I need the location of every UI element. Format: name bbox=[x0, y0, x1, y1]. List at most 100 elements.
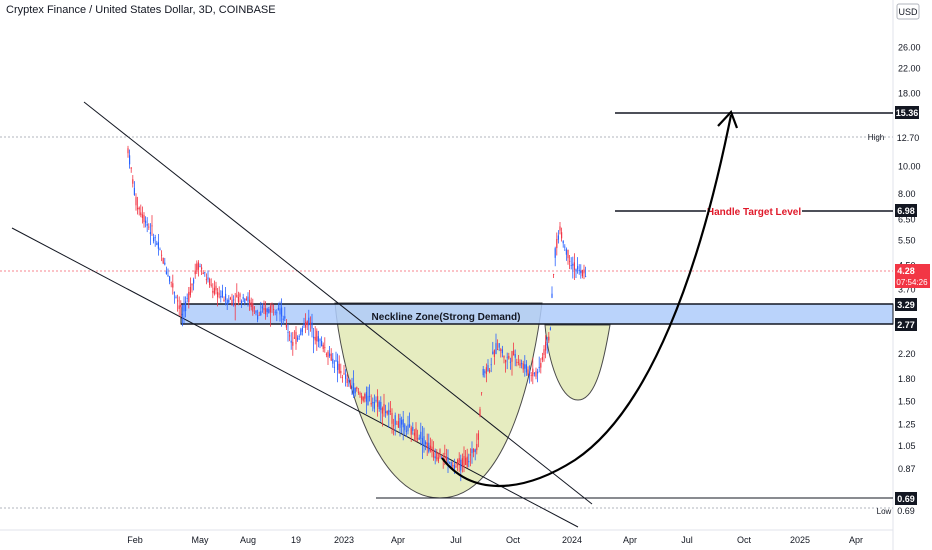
high-label: High bbox=[868, 133, 884, 142]
candle-body bbox=[567, 249, 569, 259]
candle-body bbox=[500, 349, 502, 351]
candle-body bbox=[250, 302, 252, 307]
candle-body bbox=[415, 428, 417, 440]
candle-body bbox=[437, 457, 439, 462]
candle-body bbox=[265, 308, 267, 315]
candle-body bbox=[204, 272, 206, 274]
candle-body bbox=[311, 322, 313, 329]
candle-body bbox=[162, 257, 164, 264]
candle-body bbox=[317, 336, 319, 342]
candle-body bbox=[551, 293, 553, 298]
neck-top-value: 3.29 bbox=[897, 300, 915, 310]
handle-target-label: Handle Target Level bbox=[707, 207, 802, 218]
candle-body bbox=[309, 322, 311, 324]
lower-trendline bbox=[11, 227, 579, 528]
y-tick-label: 6.50 bbox=[898, 215, 916, 225]
neckline-zone-label: Neckline Zone(Strong Demand) bbox=[372, 312, 521, 323]
candle-body bbox=[412, 427, 414, 431]
candle-body bbox=[476, 443, 478, 451]
candle-body bbox=[399, 418, 401, 428]
x-tick-label: Jul bbox=[681, 535, 693, 545]
candle-body bbox=[170, 281, 172, 283]
candle-body bbox=[172, 283, 174, 288]
candle-body bbox=[281, 307, 283, 317]
candle-body bbox=[516, 361, 518, 363]
candle-body bbox=[274, 311, 276, 313]
currency-badge[interactable]: USD bbox=[896, 3, 920, 20]
candle-body bbox=[425, 441, 427, 445]
candle-body bbox=[151, 225, 153, 227]
candle-body bbox=[466, 456, 468, 467]
candle-body bbox=[575, 269, 577, 272]
candle-body bbox=[447, 457, 449, 463]
candle-body bbox=[490, 364, 492, 366]
handle-shape bbox=[544, 324, 611, 401]
candle-body bbox=[143, 214, 145, 223]
candle-body bbox=[457, 459, 459, 466]
candle-body bbox=[351, 386, 353, 388]
target-price-value: 15.36 bbox=[896, 108, 919, 118]
candle-body bbox=[473, 448, 475, 453]
candle-body bbox=[180, 304, 182, 308]
candle-body bbox=[135, 197, 137, 206]
candle-body bbox=[329, 353, 331, 356]
candle-body bbox=[209, 278, 211, 285]
candle-body bbox=[565, 249, 567, 255]
candle-body bbox=[530, 374, 532, 376]
price-label-neck-bottom: 2.77 bbox=[895, 318, 917, 331]
candle-body bbox=[332, 358, 334, 364]
x-tick-label: 2024 bbox=[562, 535, 582, 545]
candle-body bbox=[479, 409, 481, 416]
low-value: 0.69 bbox=[897, 506, 915, 516]
candle-body bbox=[436, 452, 438, 460]
candle-body bbox=[165, 271, 167, 275]
candle-body bbox=[569, 260, 571, 262]
candle-body bbox=[535, 371, 537, 377]
support-value: 0.69 bbox=[897, 494, 915, 504]
candle-body bbox=[361, 395, 363, 400]
candle-body bbox=[474, 449, 476, 453]
candle-body bbox=[410, 427, 412, 435]
candle-body bbox=[577, 266, 579, 270]
candle-body bbox=[269, 306, 271, 313]
candle-body bbox=[461, 458, 463, 466]
candle-body bbox=[372, 401, 374, 404]
candle-body bbox=[333, 366, 335, 368]
candle-body bbox=[506, 356, 508, 358]
candle-body bbox=[541, 357, 543, 360]
candle-body bbox=[570, 265, 572, 266]
candle-body bbox=[553, 274, 555, 275]
candle-body bbox=[378, 401, 380, 409]
candle-body bbox=[245, 298, 247, 301]
candle-body bbox=[305, 322, 307, 328]
x-tick-label: 2023 bbox=[334, 535, 354, 545]
candle-series bbox=[127, 145, 587, 482]
candle-body bbox=[511, 351, 513, 362]
candle-body bbox=[394, 415, 396, 425]
candle-body bbox=[324, 347, 326, 349]
candle-body bbox=[458, 458, 460, 463]
price-label-target: 15.36 bbox=[895, 106, 919, 119]
candle-body bbox=[297, 337, 299, 340]
candle-body bbox=[341, 377, 343, 379]
candle-body bbox=[402, 419, 404, 428]
candle-body bbox=[527, 369, 529, 375]
candle-body bbox=[137, 207, 139, 210]
candle-body bbox=[449, 462, 451, 464]
y-axis: 26.0022.0018.0010.008.006.505.504.503.70… bbox=[898, 43, 921, 475]
candle-body bbox=[153, 237, 155, 242]
candle-body bbox=[226, 299, 228, 305]
candle-body bbox=[404, 424, 406, 431]
candle-body bbox=[164, 262, 166, 265]
candle-body bbox=[505, 359, 507, 363]
candle-body bbox=[388, 409, 390, 415]
arrow-head bbox=[717, 109, 739, 129]
candle-body bbox=[365, 392, 367, 402]
candle-body bbox=[199, 266, 201, 268]
candle-body bbox=[149, 232, 151, 235]
candle-body bbox=[186, 297, 188, 299]
candle-body bbox=[452, 465, 454, 467]
candle-body bbox=[409, 424, 411, 427]
candle-body bbox=[359, 392, 361, 395]
